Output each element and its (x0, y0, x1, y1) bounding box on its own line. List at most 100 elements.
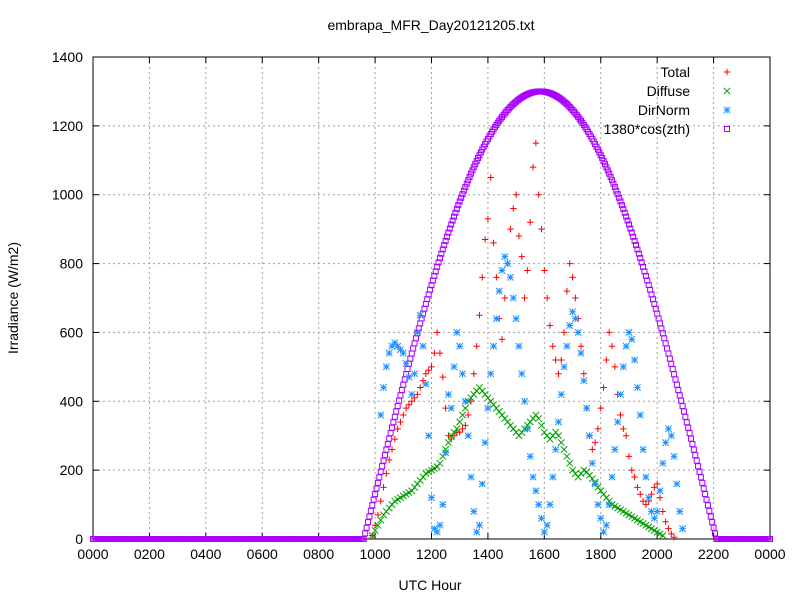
clearsky-point (704, 502, 711, 509)
total-point (501, 294, 509, 302)
dirnorm-point (566, 321, 574, 330)
clearsky-point (374, 479, 381, 486)
dirnorm-point (597, 514, 605, 522)
clearsky-point (365, 519, 372, 526)
dirnorm-point (540, 528, 548, 536)
total-point (521, 294, 528, 302)
clearsky-point (472, 161, 479, 168)
total-point (518, 253, 525, 260)
total-point (507, 225, 514, 233)
dirnorm-point (568, 308, 577, 316)
clearsky-point (438, 250, 445, 257)
total-point (422, 370, 430, 377)
dirnorm-point (563, 342, 571, 350)
dirnorm-point (560, 363, 568, 371)
dirnorm-point (614, 418, 622, 426)
legend-marker (723, 68, 731, 76)
clearsky-point (470, 164, 477, 171)
dirnorm-point (625, 328, 633, 336)
clearsky-point (432, 268, 439, 275)
dirnorm-point (506, 273, 515, 281)
dirnorm-point (656, 487, 664, 495)
total-point (606, 329, 613, 336)
dirnorm-point (473, 528, 481, 536)
clearsky-point (360, 536, 367, 542)
total-point (377, 497, 384, 505)
total-point (611, 363, 619, 371)
dirnorm-point (490, 342, 498, 350)
dirnorm-point (642, 473, 650, 481)
dirnorm-point (411, 370, 419, 378)
total-point (589, 446, 596, 453)
clearsky-point (695, 463, 702, 470)
diffuse-point (560, 445, 568, 454)
dirnorm-point (382, 363, 390, 371)
clearsky-point (625, 221, 632, 228)
total-point (459, 425, 466, 433)
x-tick-label: 0000 (754, 546, 785, 562)
total-point (617, 411, 624, 419)
dirnorm-point (456, 342, 464, 350)
clearsky-point (445, 229, 452, 236)
total-point (394, 425, 401, 433)
total-point (637, 491, 644, 498)
diffuse-point (377, 516, 385, 524)
clearsky-point (635, 250, 642, 257)
diffuse-point (442, 445, 450, 454)
dirnorm-point (529, 473, 537, 481)
dirnorm-point (650, 514, 658, 522)
clearsky-point (616, 194, 623, 201)
clearsky-point (623, 213, 630, 220)
total-point (512, 191, 520, 198)
total-point (388, 446, 396, 453)
legend-marker (723, 87, 731, 95)
dirnorm-point (450, 363, 458, 371)
dirnorm-point (402, 359, 410, 367)
clearsky-point (446, 225, 453, 232)
dirnorm-point (377, 411, 385, 419)
total-point (552, 356, 559, 364)
legend-label: Total (660, 64, 690, 80)
clearsky-point (697, 474, 704, 481)
clearsky-point (689, 441, 696, 448)
dirnorm-point (571, 315, 579, 323)
total-point (560, 329, 568, 336)
clearsky-point (711, 530, 718, 537)
total-point (493, 274, 500, 281)
clearsky-point (710, 524, 717, 531)
total-point (532, 139, 540, 147)
dirnorm-point (481, 439, 489, 447)
clearsky-point (627, 225, 634, 232)
total-point (656, 494, 664, 501)
diffuse-point (436, 459, 444, 467)
clearsky-point (693, 457, 700, 464)
dirnorm-point (639, 445, 647, 454)
dirnorm-point (427, 494, 436, 502)
dirnorm-point (425, 432, 433, 440)
clearsky-point (600, 158, 607, 165)
total-point (569, 274, 576, 281)
total-point (473, 343, 480, 350)
clearsky-point (621, 209, 628, 216)
dirnorm-point (616, 390, 625, 398)
dirnorm-point (588, 459, 596, 467)
dirnorm-point (676, 507, 684, 516)
clearsky-point (613, 187, 620, 194)
clearsky-point (363, 524, 370, 531)
clearsky-point (465, 177, 472, 184)
legend-label: DirNorm (638, 102, 690, 118)
dirnorm-point (436, 521, 444, 529)
clearsky-point (376, 474, 383, 481)
dirnorm-point (546, 501, 554, 509)
dirnorm-point (557, 390, 565, 398)
clearsky-point (618, 202, 625, 209)
dirnorm-point (498, 266, 506, 275)
y-tick-label: 1400 (52, 49, 83, 65)
total-point (400, 411, 407, 419)
dirnorm-point (591, 480, 599, 488)
dirnorm-point (444, 390, 452, 398)
dirnorm-point (484, 404, 492, 412)
clearsky-point (372, 491, 379, 498)
diffuse-point (374, 521, 382, 529)
dirnorm-point (453, 328, 461, 336)
